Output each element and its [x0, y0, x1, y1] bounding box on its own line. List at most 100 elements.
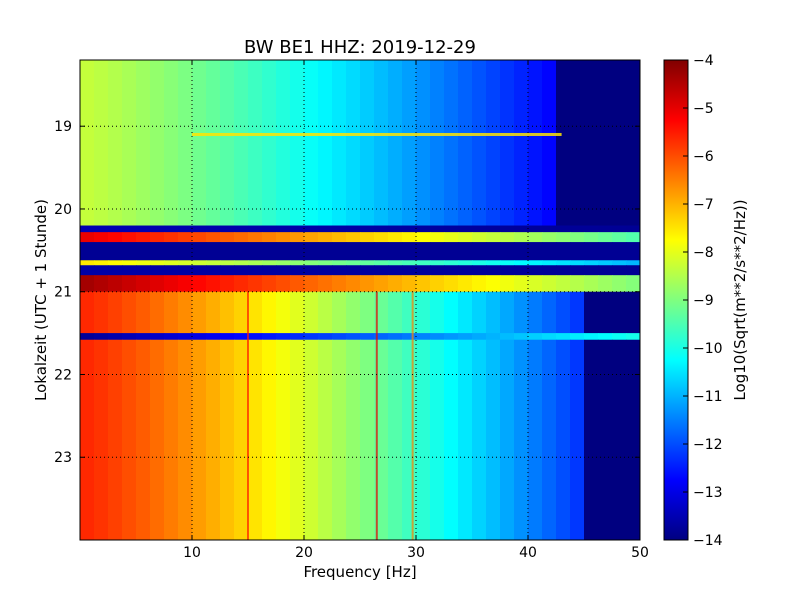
heatmap-cell — [360, 339, 375, 541]
heatmap-cell — [192, 60, 207, 227]
heatmap-cell — [598, 291, 613, 334]
colorbar-tick-label: −9 — [693, 293, 714, 309]
heatmap-cell — [220, 260, 235, 266]
heatmap-cell — [108, 265, 123, 276]
heatmap-cell — [248, 291, 263, 334]
heatmap-cell — [514, 291, 529, 334]
heatmap-cell — [528, 232, 543, 243]
heatmap-cell — [80, 242, 95, 261]
heatmap-cell — [276, 225, 291, 233]
heatmap-cell — [318, 291, 333, 334]
heatmap-cell — [402, 291, 417, 334]
heatmap-band — [80, 260, 641, 266]
heatmap-cell — [164, 333, 179, 341]
heatmap-cell — [458, 275, 473, 293]
heatmap-cell — [192, 333, 207, 341]
y-axis-ticks: 19 20 21 22 23 — [54, 119, 640, 466]
heatmap-cell — [486, 260, 501, 266]
colorbar-tick-label: −5 — [693, 101, 714, 117]
heatmap-cell — [556, 242, 571, 261]
heatmap-cell — [150, 260, 165, 266]
heatmap-cell — [416, 232, 431, 243]
heatmap-cell — [402, 275, 417, 293]
heatmap-cell — [206, 291, 221, 334]
heatmap-cell — [430, 232, 445, 243]
heatmap-cell — [248, 265, 263, 276]
heatmap-cell — [234, 333, 249, 341]
heatmap-cell — [290, 275, 305, 293]
heatmap-cell — [402, 60, 417, 227]
heatmap-cell — [612, 333, 627, 341]
heatmap-cell — [626, 225, 641, 233]
heatmap-cell — [556, 291, 571, 334]
heatmap-cell — [388, 333, 403, 341]
heatmap-cell — [164, 265, 179, 276]
heatmap-cell — [570, 225, 585, 233]
heatmap-cell — [234, 60, 249, 227]
heatmap-cell — [528, 275, 543, 293]
heatmap-cell — [500, 242, 515, 261]
heatmap-cell — [192, 291, 207, 334]
heatmap-cell — [486, 339, 501, 541]
heatmap-cell — [94, 232, 109, 243]
heatmap-cell — [612, 232, 627, 243]
heatmap-cell — [374, 275, 389, 293]
heatmap-cell — [570, 260, 585, 266]
heatmap-cell — [346, 265, 361, 276]
heatmap-cell — [192, 265, 207, 276]
heatmap-cell — [598, 275, 613, 293]
heatmap-cell — [332, 291, 347, 334]
heatmap-cell — [570, 291, 585, 334]
heatmap-cell — [374, 242, 389, 261]
heatmap-cell — [80, 60, 95, 227]
heatmap-cell — [444, 333, 459, 341]
heatmap-cell — [402, 265, 417, 276]
heatmap-cell — [346, 333, 361, 341]
heatmap-cell — [500, 333, 515, 341]
heatmap-cell — [318, 260, 333, 266]
heatmap-cell — [570, 275, 585, 293]
heatmap-cell — [290, 333, 305, 341]
heatmap-cell — [150, 291, 165, 334]
heatmap-cell — [220, 225, 235, 233]
heatmap-cell — [276, 333, 291, 341]
heatmap-band — [80, 291, 641, 334]
heatmap-cell — [276, 60, 291, 227]
heatmap-cell — [444, 265, 459, 276]
heatmap-cell — [94, 260, 109, 266]
heatmap-cell — [164, 225, 179, 233]
x-axis-ticks: 10 20 30 40 50 — [183, 60, 649, 561]
heatmap-cell — [234, 242, 249, 261]
heatmap-cell — [346, 232, 361, 243]
heatmap-cell — [108, 333, 123, 341]
heatmap-cell — [164, 60, 179, 227]
heatmap-cell — [318, 275, 333, 293]
heatmap-cell — [150, 232, 165, 243]
heatmap-cell — [542, 225, 557, 233]
heatmap-cell — [388, 265, 403, 276]
heatmap-cell — [262, 225, 277, 233]
heatmap-cell — [122, 265, 137, 276]
heatmap-cell — [332, 333, 347, 341]
heatmap-cell — [304, 275, 319, 293]
heatmap-cell — [598, 265, 613, 276]
heatmap-cell — [122, 242, 137, 261]
heatmap-cell — [556, 60, 571, 227]
heatmap-cell — [192, 275, 207, 293]
heatmap-cell — [584, 242, 599, 261]
heatmap-cell — [514, 265, 529, 276]
heatmap-cell — [304, 260, 319, 266]
heatmap-cell — [262, 60, 277, 227]
heatmap-cell — [374, 333, 389, 341]
heatmap-cell — [598, 232, 613, 243]
heatmap-cell — [290, 260, 305, 266]
heatmap-cell — [528, 291, 543, 334]
heatmap-cell — [416, 60, 431, 227]
heatmap-cell — [430, 275, 445, 293]
heatmap-cell — [234, 275, 249, 293]
heatmap-cell — [80, 260, 95, 266]
heatmap-cell — [276, 232, 291, 243]
heatmap-cell — [388, 225, 403, 233]
heatmap-cell — [612, 260, 627, 266]
heatmap-cell — [80, 333, 95, 341]
